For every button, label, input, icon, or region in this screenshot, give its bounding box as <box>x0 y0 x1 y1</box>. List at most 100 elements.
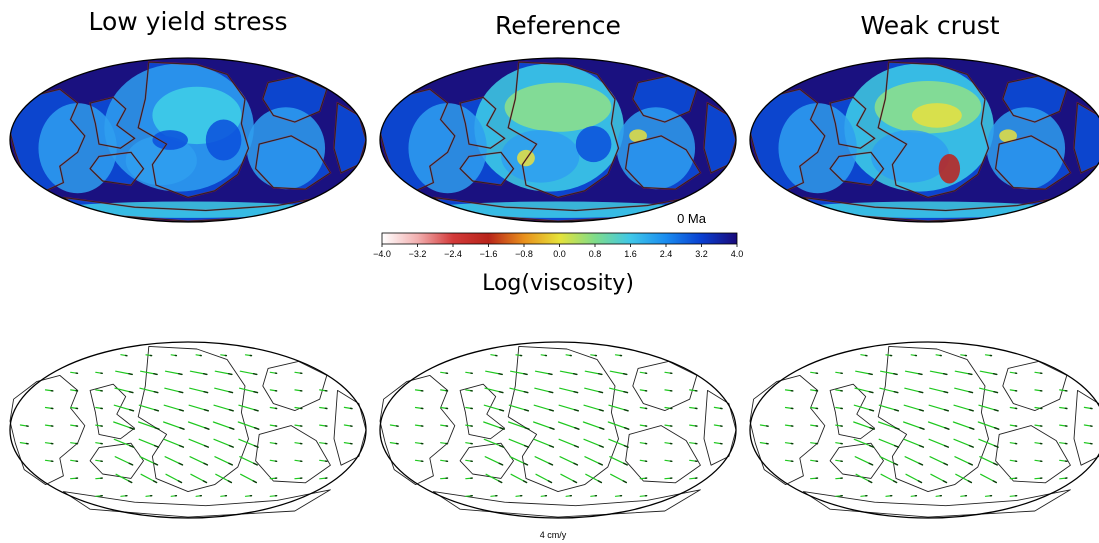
map-outline <box>9 57 367 223</box>
coastline <box>507 61 619 198</box>
coastline <box>255 135 331 190</box>
velocity-arrow-tip <box>893 409 900 412</box>
velocity-arrow-tip <box>548 444 555 448</box>
colorbar-tick-label: −3.2 <box>409 249 427 259</box>
velocity-arrow-tip <box>227 373 233 376</box>
velocity-arrow-tip <box>178 462 184 466</box>
coastline <box>507 345 619 493</box>
coastline <box>632 75 698 123</box>
colorbar-tick-label: −4.0 <box>373 249 391 259</box>
coastline <box>379 374 456 486</box>
velocity-arrow-tip <box>993 444 999 448</box>
panel-title-low-yield-stress: Low yield stress <box>88 7 287 36</box>
coastline <box>625 135 701 190</box>
velocity-arrow-tip <box>943 444 949 448</box>
velocity-arrow-tip <box>499 409 505 412</box>
velocity-arrow-tip <box>523 391 529 394</box>
velocity-arrow-tip <box>944 427 950 430</box>
velocity-arrow-tip <box>869 409 875 412</box>
viscosity-map-0 <box>10 58 366 222</box>
coastline <box>262 75 328 123</box>
velocity-arrow-tip <box>993 391 999 394</box>
velocity-arrow-tip <box>894 427 900 430</box>
velocity-arrow-tip <box>574 427 580 430</box>
viscosity-patch <box>616 107 696 190</box>
velocity-arrow-tip <box>524 427 530 430</box>
velocity-arrow-tip <box>152 480 158 484</box>
velocity-arrow-tip <box>869 427 875 430</box>
velocity-arrow-tip <box>178 391 184 394</box>
coastline <box>995 135 1071 190</box>
coastline <box>459 96 506 149</box>
velocity-arrow-tip <box>202 480 208 484</box>
velocity-arrow-tip <box>623 409 629 412</box>
velocity-arrow-tip <box>868 462 874 466</box>
velocity-arrow-tip <box>893 373 898 376</box>
panel-title-reference: Reference <box>495 11 621 40</box>
velocity-arrow-tip <box>548 462 554 466</box>
velocity-arrow-tip <box>252 462 258 466</box>
coastline <box>9 374 86 486</box>
velocity-arrow-tip <box>497 480 503 484</box>
velocity-arrow-tip <box>178 444 185 448</box>
velocity-arrow-tip <box>203 409 210 412</box>
velocity-arrow-tip <box>892 480 898 484</box>
velocity-arrow-tip <box>498 462 504 466</box>
velocity-map-2 <box>749 341 1099 519</box>
map-outline <box>749 57 1099 223</box>
velocity-arrow-tip <box>228 427 235 430</box>
velocity-arrow-tip <box>128 409 135 412</box>
velocity-arrow-tip <box>867 480 873 484</box>
velocity-scale: 4 cm/y <box>540 530 567 540</box>
coastline <box>829 96 876 149</box>
velocity-arrow-tip <box>523 409 530 412</box>
velocity-arrow-tip <box>178 409 185 412</box>
velocity-arrow-tip <box>943 409 949 412</box>
velocity-arrow-tip <box>622 373 628 376</box>
velocity-map-0 <box>9 341 367 519</box>
coastline <box>829 151 884 186</box>
velocity-arrow-tip <box>893 444 900 448</box>
velocity-arrow-tip <box>992 480 997 484</box>
velocity-arrow-tip <box>127 480 133 484</box>
velocity-arrow-tip <box>522 480 528 484</box>
coastline <box>380 88 456 192</box>
map-background <box>380 342 736 518</box>
colorbar-bar <box>381 232 738 245</box>
viscosity-patch <box>408 103 487 194</box>
velocity-arrow-tip <box>202 373 208 376</box>
velocity-arrow-tip <box>918 391 924 394</box>
velocity-arrow-tip <box>228 462 234 466</box>
colorbar-tick-label: 3.2 <box>695 249 708 259</box>
velocity-arrow-tip <box>893 462 899 466</box>
velocity-arrow-tip <box>623 427 630 430</box>
map-background <box>750 342 1099 518</box>
velocity-arrow-tip <box>153 391 159 394</box>
velocity-arrow-tip <box>623 444 629 448</box>
colorbar-tick-label: 2.4 <box>660 249 673 259</box>
velocity-arrow-tip <box>523 462 529 466</box>
velocity-arrow-tip <box>227 480 233 484</box>
velocity-arrow-tip <box>598 409 604 412</box>
viscosity-patch <box>629 129 647 143</box>
velocity-arrow-tip <box>572 480 578 484</box>
velocity-arrow-tip <box>918 373 923 376</box>
velocity-arrow-tip <box>597 480 603 484</box>
viscosity-patch <box>575 126 612 163</box>
velocity-arrow-tip <box>918 444 925 448</box>
velocity-arrow-tip <box>572 373 578 376</box>
velocity-arrow-tip <box>228 444 234 448</box>
velocity-arrow-tip <box>917 480 923 484</box>
map-background <box>10 342 366 518</box>
viscosity-map-1 <box>380 58 736 222</box>
velocity-arrow-tip <box>943 462 949 466</box>
viscosity-patch <box>911 103 962 128</box>
velocity-arrow-tip <box>573 391 579 394</box>
viscosity-patch <box>501 130 580 183</box>
coastline <box>459 151 514 186</box>
velocity-arrow-tip <box>622 480 627 484</box>
viscosity-patch <box>246 107 326 190</box>
map-outline <box>9 341 367 519</box>
coastline <box>877 345 989 493</box>
